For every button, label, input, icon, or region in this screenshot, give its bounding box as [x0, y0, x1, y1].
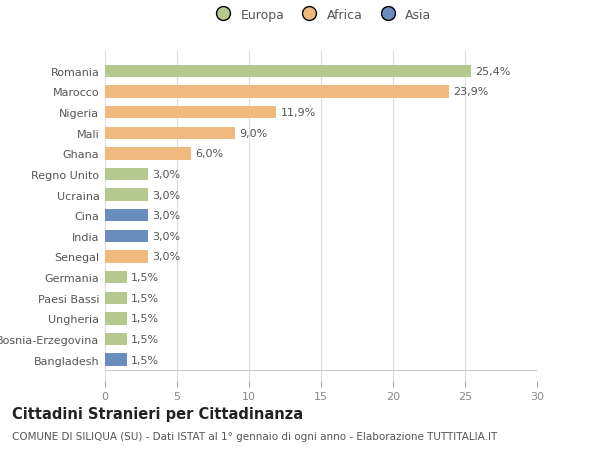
- Legend: Europa, Africa, Asia: Europa, Africa, Asia: [211, 9, 431, 22]
- Text: 9,0%: 9,0%: [239, 129, 267, 139]
- Bar: [105, 86, 449, 98]
- Text: 1,5%: 1,5%: [131, 334, 159, 344]
- Bar: [105, 210, 148, 222]
- Text: 3,0%: 3,0%: [152, 231, 181, 241]
- Text: 1,5%: 1,5%: [131, 293, 159, 303]
- Text: 6,0%: 6,0%: [196, 149, 224, 159]
- Text: 3,0%: 3,0%: [152, 211, 181, 221]
- Text: COMUNE DI SILIQUA (SU) - Dati ISTAT al 1° gennaio di ogni anno - Elaborazione TU: COMUNE DI SILIQUA (SU) - Dati ISTAT al 1…: [12, 431, 497, 442]
- Bar: [105, 66, 471, 78]
- Bar: [105, 251, 148, 263]
- Bar: [105, 148, 191, 160]
- Text: 1,5%: 1,5%: [131, 355, 159, 365]
- Text: 11,9%: 11,9%: [281, 108, 316, 118]
- Bar: [105, 189, 148, 202]
- Text: 23,9%: 23,9%: [454, 87, 489, 97]
- Bar: [105, 168, 148, 181]
- Text: Cittadini Stranieri per Cittadinanza: Cittadini Stranieri per Cittadinanza: [12, 406, 303, 421]
- Text: 3,0%: 3,0%: [152, 169, 181, 179]
- Bar: [105, 230, 148, 242]
- Text: 25,4%: 25,4%: [475, 67, 511, 77]
- Bar: [105, 353, 127, 366]
- Bar: [105, 106, 277, 119]
- Text: 1,5%: 1,5%: [131, 273, 159, 282]
- Bar: [105, 313, 127, 325]
- Bar: [105, 292, 127, 304]
- Text: 3,0%: 3,0%: [152, 190, 181, 200]
- Bar: [105, 127, 235, 140]
- Text: 1,5%: 1,5%: [131, 313, 159, 324]
- Bar: [105, 271, 127, 284]
- Bar: [105, 333, 127, 345]
- Text: 3,0%: 3,0%: [152, 252, 181, 262]
